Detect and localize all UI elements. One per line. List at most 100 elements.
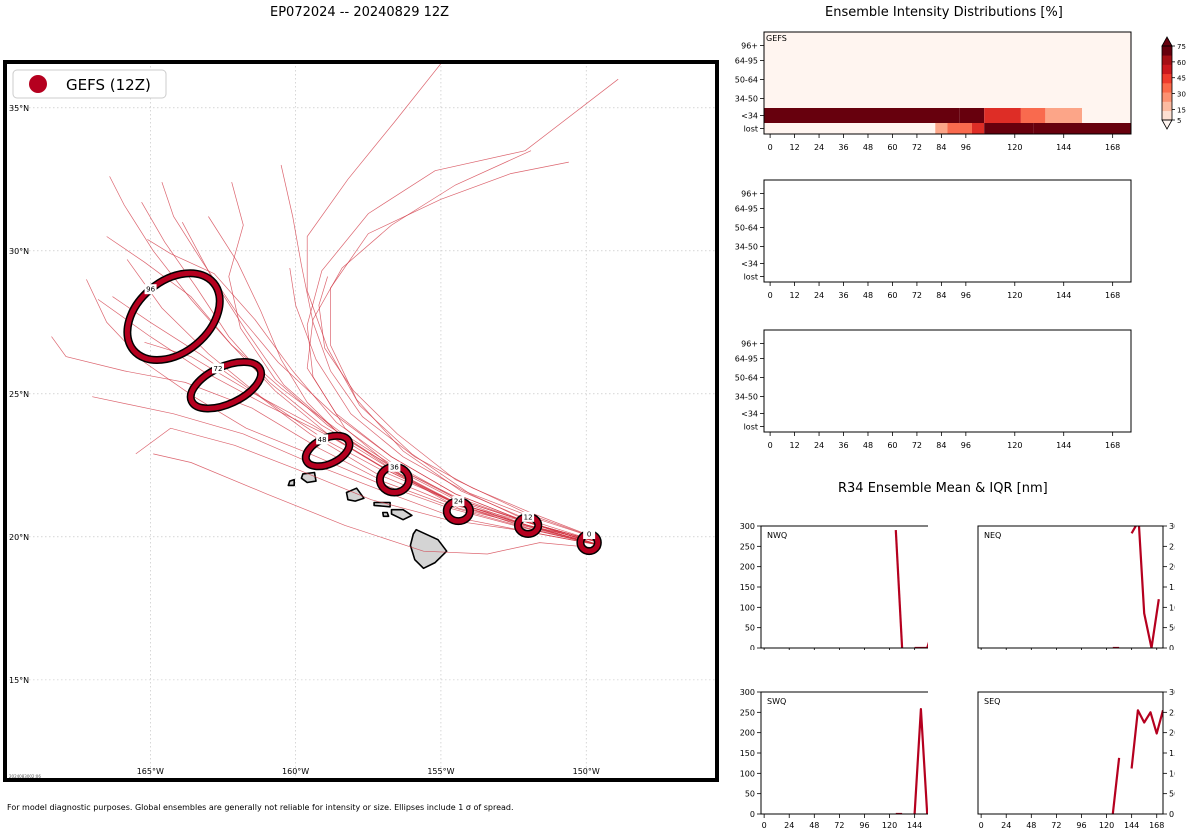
x-tick-label: 12 — [789, 143, 799, 152]
x-tick-label: 120 — [1007, 441, 1022, 450]
row-label: 34-50 — [735, 393, 758, 402]
x-tick-label: 144 — [1056, 143, 1071, 152]
ellipse-label-12: 12 — [524, 513, 533, 521]
ellipse-label-72: 72 — [214, 365, 223, 373]
row-label: 64-95 — [735, 205, 758, 214]
r34-line — [1130, 526, 1137, 534]
legend-box — [12, 69, 167, 99]
x-tick-label: 24 — [814, 291, 824, 300]
x-tick-label: 48 — [809, 821, 819, 830]
colorbar-band — [1162, 83, 1172, 93]
heatmap-frame — [763, 31, 1132, 135]
x-tick-label: 48 — [863, 143, 873, 152]
x-tick-label: 48 — [863, 441, 873, 450]
x-tick-label: 72 — [912, 143, 922, 152]
heatmap-cell — [1082, 108, 1131, 123]
colorbar-band — [1162, 92, 1172, 102]
ellipse-label-bg-48 — [316, 434, 329, 445]
ellipse-label-bg-0 — [583, 528, 596, 539]
x-tick-label: 144 — [1056, 441, 1071, 450]
colorbar-band — [1162, 64, 1172, 75]
colorbar-extend-max — [1161, 36, 1173, 47]
row-label: 34-50 — [735, 243, 758, 252]
member-track — [92, 396, 601, 546]
heatmap-cell — [984, 108, 1021, 123]
y-tick-label: 200 — [1169, 729, 1175, 738]
line-content — [894, 530, 928, 648]
y-tick-label: 200 — [740, 729, 755, 738]
r34-line — [1111, 757, 1121, 814]
r34-line — [913, 708, 928, 814]
member-track — [86, 279, 601, 546]
ellipse-label-0: 0 — [587, 530, 591, 538]
x-tick-label: 144 — [907, 821, 922, 830]
y-tick-label: 100 — [740, 603, 755, 612]
colorbar-tick-label: 45 — [1177, 75, 1186, 83]
row-label: 64-95 — [735, 355, 758, 364]
lon-tick-label: 155°W — [427, 767, 454, 776]
heatmap-cell — [764, 51, 1131, 70]
y-tick-label: 100 — [1169, 769, 1175, 778]
ellipse-label-bg-36 — [388, 461, 401, 472]
heatmap-cell — [984, 123, 1034, 134]
y-tick-label: 150 — [1169, 749, 1175, 758]
x-tick-label: 0 — [768, 441, 773, 450]
member-track — [318, 276, 601, 541]
y-tick-label: 0 — [750, 644, 755, 650]
row-label: <34 — [741, 112, 758, 121]
colorbar-band — [1162, 55, 1172, 65]
intensity-heatmap-3: 96+ 64-95 50-64 34-50 <34 lost 0 12 24 36 48 60 72 84… — [735, 329, 1132, 450]
x-tick-label: 96 — [1076, 821, 1086, 830]
y-tick-label: 150 — [740, 749, 755, 758]
intensity-heatmap-2: 96+ 64-95 50-64 34-50 <34 lost 0 12 24 36 48 60 72 84… — [735, 179, 1132, 300]
member-track — [306, 150, 601, 543]
ellipse-label-48: 48 — [318, 436, 327, 444]
x-tick-label: 0 — [979, 821, 984, 830]
x-tick-label: 84 — [936, 441, 946, 450]
island-hawaii — [409, 528, 448, 570]
track-map: 0 12 24 36 48 72 96 165°W 160°W 155°W 150°W 15°N 20°… — [3, 60, 719, 782]
ellipse-label-36: 36 — [390, 463, 399, 471]
r34-frame — [977, 691, 1164, 815]
r34-title: R34 Ensemble Mean & IQR [nm] — [838, 481, 1048, 496]
x-tick-label: 168 — [1105, 291, 1120, 300]
row-label: lost — [744, 423, 758, 432]
y-tick-label: 250 — [1169, 542, 1175, 551]
heatmap-cell — [1033, 123, 1131, 134]
x-tick-label: 12 — [789, 291, 799, 300]
ellipse-label-bg-96 — [144, 284, 157, 295]
heatmap-cell — [971, 123, 985, 134]
lon-tick-label: 165°W — [137, 767, 164, 776]
heatmap-cell — [764, 123, 936, 134]
gefs-intensity-heatmap: 96+ 64-95 50-64 34-50 <34 lost 0 12 24 36 48 60 72 84… — [735, 31, 1186, 152]
line-content — [1111, 709, 1163, 814]
row-label: lost — [744, 125, 758, 134]
y-tick-label: 300 — [1169, 688, 1175, 697]
x-tick-label: 0 — [768, 291, 773, 300]
x-tick-label: 84 — [936, 291, 946, 300]
lat-tick-label: 35°N — [9, 104, 29, 113]
x-tick-label: 60 — [887, 291, 897, 300]
colorbar-band — [1162, 110, 1172, 121]
y-tick-label: 0 — [750, 810, 755, 819]
row-label: 96+ — [741, 190, 758, 199]
x-tick-label: 144 — [1124, 821, 1139, 830]
map-content: 0 12 24 36 48 72 96 — [5, 62, 717, 780]
colorbar-band — [1162, 101, 1172, 112]
r34-seq-chart: 0 24 48 72 96 120 144 168 0 50 100 150 200 250 300 SEQ — [977, 688, 1175, 830]
colorbar-extend-min — [1161, 119, 1173, 130]
y-tick-label: 0 — [1169, 810, 1174, 819]
y-tick-label: 250 — [1169, 708, 1175, 717]
member-track — [126, 259, 601, 546]
footer-note: For model diagnostic purposes. Global en… — [7, 803, 514, 812]
r34-frame — [977, 525, 1164, 649]
r34-frame — [760, 525, 928, 649]
quadrant-label: NEQ — [984, 531, 1001, 540]
r34-frame — [760, 691, 928, 815]
heatmap-cell — [935, 123, 948, 134]
y-tick-label: 50 — [745, 624, 755, 633]
x-tick-label: 84 — [936, 143, 946, 152]
x-tick-label: 120 — [1007, 143, 1022, 152]
y-tick-label: 250 — [740, 708, 755, 717]
x-tick-label: 48 — [863, 291, 873, 300]
